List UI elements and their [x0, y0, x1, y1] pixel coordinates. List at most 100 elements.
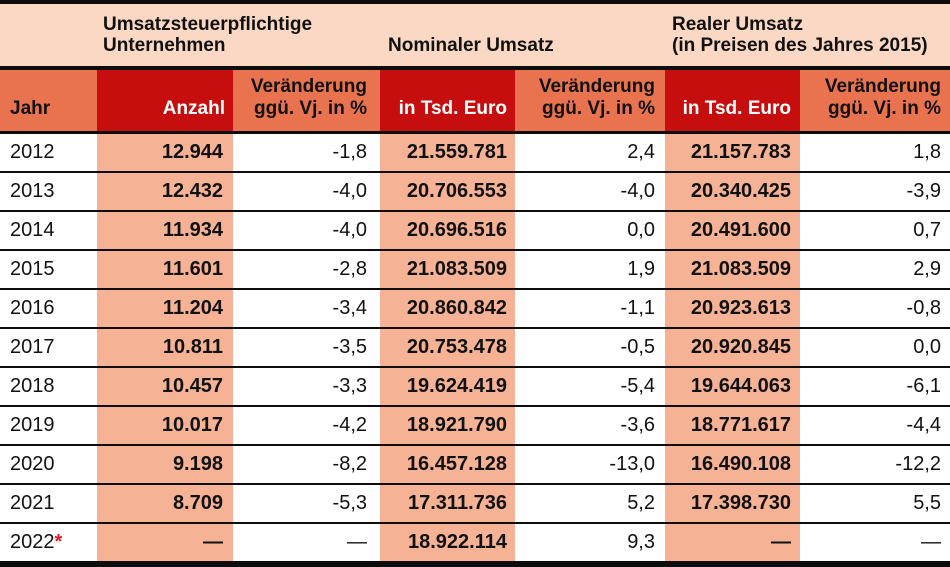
cell-real-eur: 16.490.108 — [665, 446, 800, 483]
group-header-real-revenue: Realer Umsatz (in Preisen des Jahres 201… — [665, 14, 950, 66]
cell-count-change-pct: -2,8 — [332, 258, 367, 280]
cell-nominal-eur: 20.706.553 — [380, 173, 515, 210]
table-row: 2013 12.432 -4,0 20.706.553 -4,0 20.340.425 -3… — [0, 171, 950, 210]
table-row: 2015 11.601 -2,8 21.083.509 1,9 21.083.509 2,9 — [0, 249, 950, 288]
cell-count-change-pct: -5,3 — [332, 492, 367, 514]
cell-nominal-change-pct: 9,3 — [627, 531, 655, 553]
cell-real-eur: 21.083.509 — [665, 251, 800, 288]
footnote-asterisk: * — [54, 531, 63, 553]
cell-count: 11.601 — [97, 251, 233, 288]
cell-nominal-eur: 18.921.790 — [380, 407, 515, 444]
group-header-line: Umsatzsteuerpflichtige — [103, 14, 313, 35]
cell-nominal-eur: 20.753.478 — [380, 329, 515, 366]
column-header-jahr: Jahr — [0, 70, 97, 131]
cell-real-eur: 17.398.730 — [665, 485, 800, 522]
cell-nominal-eur: 20.860.842 — [380, 290, 515, 327]
cell-real-eur: 19.644.063 — [665, 368, 800, 405]
cell-real-change-pct: 1,8 — [913, 141, 941, 163]
cell-year: 2021 — [10, 492, 55, 514]
table-row: 2019 10.017 -4,2 18.921.790 -3,6 18.771.617 -4… — [0, 405, 950, 444]
table-body: 2012 12.944 -1,8 21.559.781 2,4 21.157.783 1,8… — [0, 134, 950, 561]
cell-count-change-pct: -4,0 — [332, 180, 367, 202]
table-row: 2020 9.198 -8,2 16.457.128 -13,0 16.490.108 -1… — [0, 444, 950, 483]
column-header-change-companies: Veränderung ggü. Vj. in % — [233, 70, 380, 131]
group-header-nominal-revenue: Nominaler Umsatz — [380, 35, 665, 66]
cell-count-change-pct: -3,4 — [332, 297, 367, 319]
cell-real-eur: 20.923.613 — [665, 290, 800, 327]
cell-year: 2014 — [10, 219, 55, 241]
cell-real-eur: 20.491.600 — [665, 212, 800, 249]
cell-real-eur: 18.771.617 — [665, 407, 800, 444]
cell-real-change-pct: — — [921, 531, 941, 553]
table-top-border — [0, 0, 950, 4]
cell-real-change-pct: 2,9 — [913, 258, 941, 280]
cell-year: 2017 — [10, 336, 55, 358]
body-divider — [0, 131, 950, 134]
cell-count-change-pct: -3,5 — [332, 336, 367, 358]
cell-nominal-change-pct: 5,2 — [627, 492, 655, 514]
cell-year: 2019 — [10, 414, 55, 436]
cell-real-change-pct: 5,5 — [913, 492, 941, 514]
cell-real-change-pct: 0,7 — [913, 219, 941, 241]
cell-count-change-pct: — — [347, 531, 367, 553]
cell-count: 10.457 — [97, 368, 233, 405]
cell-count-change-pct: -8,2 — [332, 453, 367, 475]
cell-count: 11.204 — [97, 290, 233, 327]
cell-real-eur: 20.920.845 — [665, 329, 800, 366]
cell-count-change-pct: -1,8 — [332, 141, 367, 163]
table-row: 2018 10.457 -3,3 19.624.419 -5,4 19.644.063 -6… — [0, 366, 950, 405]
cell-count: — — [97, 524, 233, 561]
cell-year: 2012 — [10, 141, 55, 163]
cell-real-eur: — — [665, 524, 800, 561]
cell-year: 2020 — [10, 453, 55, 475]
cell-nominal-change-pct: -13,0 — [609, 453, 655, 475]
cell-nominal-change-pct: -0,5 — [620, 336, 655, 358]
cell-count: 8.709 — [97, 485, 233, 522]
cell-year: 2022 * — [10, 531, 63, 553]
table-bottom-border — [0, 561, 950, 567]
table-row: 2014 11.934 -4,0 20.696.516 0,0 20.491.600 0,7 — [0, 210, 950, 249]
column-header-change-nominal: Veränderung ggü. Vj. in % — [515, 70, 665, 131]
column-header-real-eur: in Tsd. Euro — [665, 70, 800, 131]
column-header-row: Jahr Anzahl Veränderung ggü. Vj. in % in… — [0, 70, 950, 131]
cell-nominal-change-pct: 0,0 — [627, 219, 655, 241]
column-header-change-real: Veränderung ggü. Vj. in % — [800, 70, 950, 131]
cell-year: 2016 — [10, 297, 55, 319]
group-header-companies: Umsatzsteuerpflichtige Unternehmen — [97, 14, 380, 66]
cell-nominal-eur: 19.624.419 — [380, 368, 515, 405]
group-header-line: (in Preisen des Jahres 2015) — [672, 35, 928, 56]
cell-year: 2013 — [10, 180, 55, 202]
cell-nominal-change-pct: -3,6 — [620, 414, 655, 436]
cell-year: 2015 — [10, 258, 55, 280]
cell-count-change-pct: -4,0 — [332, 219, 367, 241]
cell-nominal-eur: 21.083.509 — [380, 251, 515, 288]
table-row: 2022 * — — 18.922.114 9,3 — — — [0, 522, 950, 561]
cell-count-change-pct: -3,3 — [332, 375, 367, 397]
cell-nominal-eur: 21.559.781 — [380, 134, 515, 171]
column-header-anzahl: Anzahl — [97, 70, 233, 131]
cell-count: 10.811 — [97, 329, 233, 366]
cell-real-change-pct: -6,1 — [906, 375, 941, 397]
cell-real-eur: 21.157.783 — [665, 134, 800, 171]
cell-count: 12.944 — [97, 134, 233, 171]
table-row: 2021 8.709 -5,3 17.311.736 5,2 17.398.730 5,5 — [0, 483, 950, 522]
cell-real-change-pct: -12,2 — [895, 453, 941, 475]
cell-real-change-pct: -0,8 — [906, 297, 941, 319]
cell-real-change-pct: -4,4 — [906, 414, 941, 436]
cell-nominal-eur: 18.922.114 — [380, 524, 515, 561]
cell-count: 11.934 — [97, 212, 233, 249]
group-header-line: Unternehmen — [103, 35, 226, 56]
cell-count: 12.432 — [97, 173, 233, 210]
cell-count-change-pct: -4,2 — [332, 414, 367, 436]
cell-nominal-change-pct: -4,0 — [620, 180, 655, 202]
table-row: 2017 10.811 -3,5 20.753.478 -0,5 20.920.845 0,… — [0, 327, 950, 366]
cell-nominal-change-pct: -1,1 — [620, 297, 655, 319]
cell-nominal-change-pct: 1,9 — [627, 258, 655, 280]
cell-nominal-eur: 16.457.128 — [380, 446, 515, 483]
cell-nominal-change-pct: 2,4 — [627, 141, 655, 163]
table-row: 2012 12.944 -1,8 21.559.781 2,4 21.157.783 1,8 — [0, 134, 950, 171]
group-header-line: Realer Umsatz — [672, 14, 803, 35]
column-group-header-row: Umsatzsteuerpflichtige Unternehmen Nomin… — [0, 4, 950, 66]
cell-count: 9.198 — [97, 446, 233, 483]
